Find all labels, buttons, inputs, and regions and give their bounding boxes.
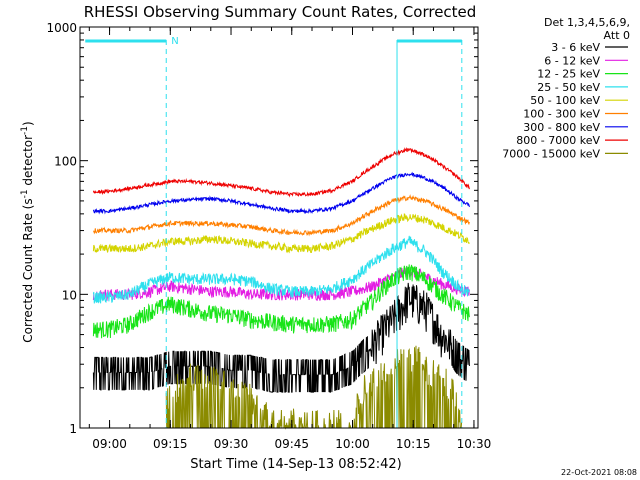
series-line-3-6-kev (92, 282, 470, 393)
series-line-300-800-kev (92, 171, 470, 215)
chart-title: RHESSI Observing Summary Count Rates, Co… (84, 3, 477, 21)
legend-label: 6 - 12 keV (544, 54, 600, 67)
marker-layer: N (85, 36, 463, 428)
x-tick-label: 10:00 (335, 437, 370, 451)
x-tick-label: 09:45 (274, 437, 309, 451)
x-tick-label: 10:15 (396, 437, 431, 451)
legend-label: 25 - 50 keV (537, 81, 600, 94)
plot-frame (79, 26, 479, 429)
series-line-25-50-kev (92, 235, 470, 304)
attenuator-label-n: N (171, 36, 178, 47)
series-line-12-25-kev (92, 264, 470, 339)
legend-header-attenuator: Att 0 (604, 29, 630, 42)
series-line-100-300-kev (92, 194, 470, 237)
footer-timestamp: 22-Oct-2021 08:08 (561, 468, 637, 477)
x-tick-label: 09:15 (153, 437, 188, 451)
x-axis-label: Start Time (14-Sep-13 08:52:42) (190, 457, 401, 472)
y-tick-label: 1 (69, 422, 77, 436)
x-tick-label: 10:30 (457, 437, 492, 451)
series-layer (92, 146, 470, 430)
legend-label: 300 - 800 keV (523, 121, 600, 134)
legend-label: 800 - 7000 keV (516, 134, 600, 147)
series-line-800-7000-kev (92, 146, 470, 198)
legend-label: 3 - 6 keV (551, 41, 600, 54)
legend-label: 12 - 25 keV (537, 68, 600, 81)
y-tick-label: 10 (62, 288, 77, 302)
axis-layer: 1 10 100 1000 09:00 09:15 09:30 09:45 10:00 10:15… (46, 21, 491, 451)
y-tick-label: 1000 (46, 21, 77, 35)
x-tick-label: 09:30 (214, 437, 249, 451)
x-tick-label: 09:00 (92, 437, 127, 451)
y-tick-label: 100 (54, 155, 77, 169)
series-line-50-100-kev (92, 213, 470, 254)
legend-header-detectors: Det 1,3,4,5,6,9, (544, 16, 630, 29)
legend-label: 100 - 300 keV (523, 108, 600, 121)
y-axis-label: Corrected Count Rate (s-1 detector-1) (20, 121, 35, 342)
legend-label: 50 - 100 keV (530, 94, 600, 107)
legend-label: 7000 - 15000 keV (502, 147, 600, 160)
